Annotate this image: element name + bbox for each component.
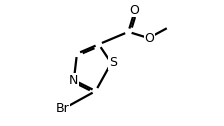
Text: O: O (144, 32, 154, 45)
Text: Br: Br (56, 102, 70, 115)
Text: O: O (130, 4, 140, 17)
Text: N: N (69, 74, 79, 87)
Text: S: S (109, 56, 117, 70)
